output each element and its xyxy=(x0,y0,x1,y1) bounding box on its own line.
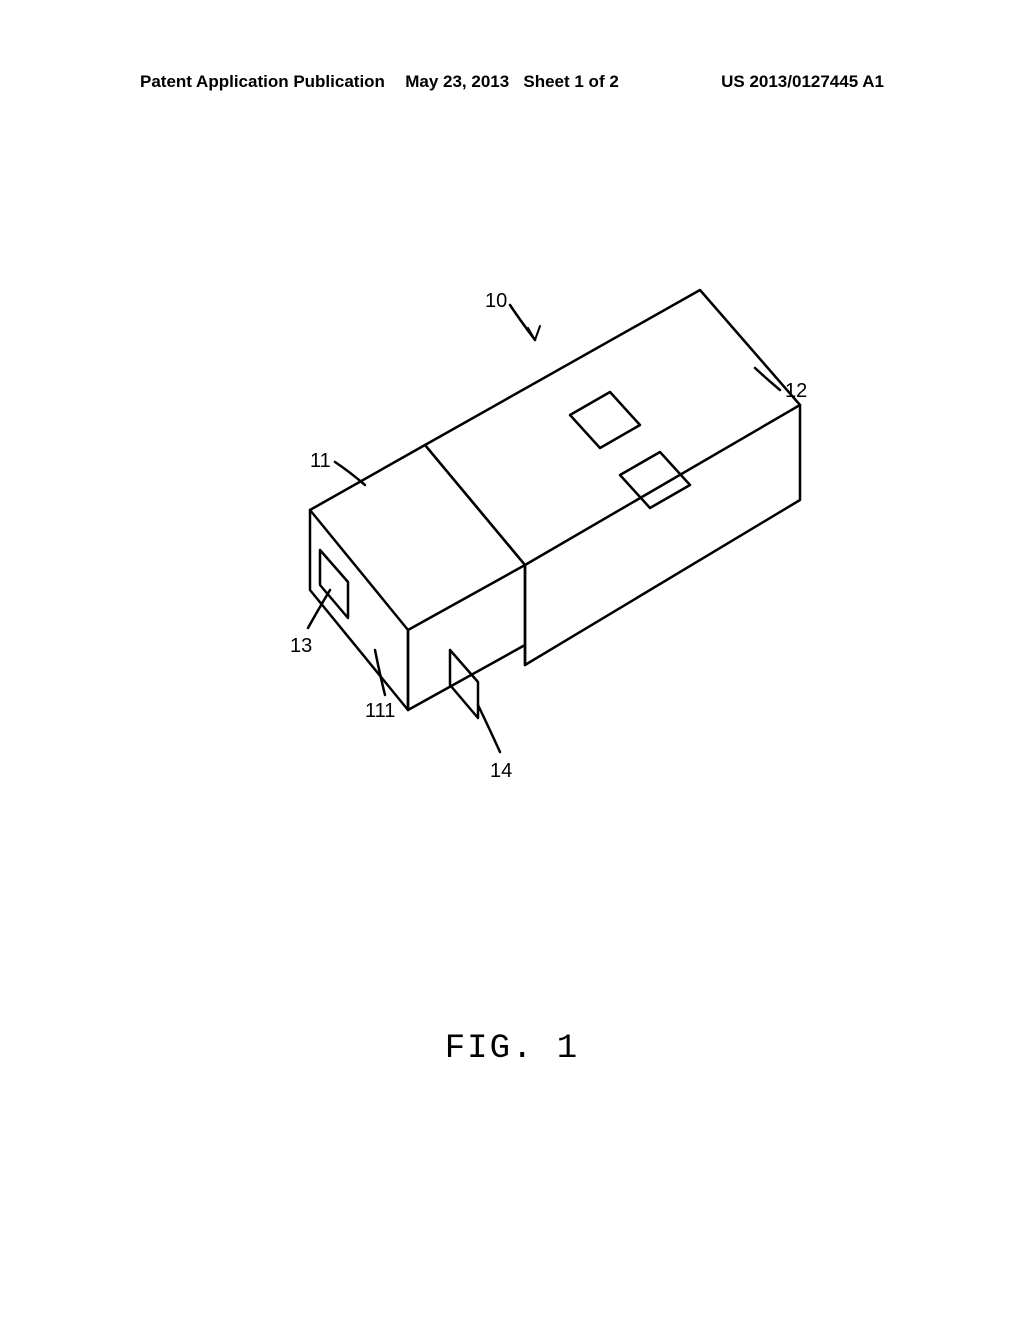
ref-numeral-111: 111 xyxy=(365,700,395,723)
publication-date-sheet: May 23, 2013 Sheet 1 of 2 xyxy=(388,72,636,92)
figure-caption: FIG. 1 xyxy=(0,1030,1024,1068)
patent-figure: 10 11 12 13 14 111 xyxy=(180,250,830,850)
ref-numeral-11: 11 xyxy=(310,450,331,473)
ref-numeral-14: 14 xyxy=(490,760,512,783)
publication-type: Patent Application Publication xyxy=(140,72,388,92)
document-header: Patent Application Publication May 23, 2… xyxy=(0,72,1024,92)
ref-numeral-13: 13 xyxy=(290,635,312,658)
publication-number: US 2013/0127445 A1 xyxy=(636,72,884,92)
ref-numeral-12: 12 xyxy=(785,380,807,403)
ref-numeral-10: 10 xyxy=(485,290,507,313)
